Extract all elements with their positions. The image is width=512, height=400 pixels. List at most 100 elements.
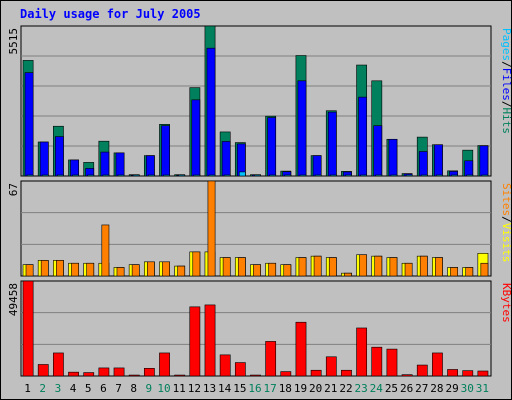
bar-kbytes-day-15 [234,362,246,377]
y-max-label-hits: 5515 [7,28,20,55]
panel-frame-visits [20,180,492,277]
legend-entry-sites: Sites [500,183,512,216]
bar-sites-day-25 [389,257,398,277]
bar-sites-day-1 [25,264,34,277]
bar-sites-day-19 [298,257,307,277]
bar-files-day-19 [297,80,307,177]
x-tick-label-day-17: 17 [264,382,277,395]
x-tick-label-day-26: 26 [400,382,413,395]
bar-kbytes-day-21 [325,356,337,377]
bar-pages-day-4 [72,174,79,177]
bar-sites-day-12 [192,251,201,277]
bar-kbytes-day-9 [143,368,155,377]
bar-kbytes-day-30 [462,370,474,377]
x-tick-label-day-25: 25 [385,382,398,395]
legend-visits: Sites/Visits [500,183,512,263]
bar-sites-day-14 [222,257,231,277]
legend-separator: / [500,216,512,223]
x-tick-label-day-28: 28 [430,382,443,395]
bar-sites-day-3 [56,260,64,277]
x-tick-label-day-5: 5 [85,382,92,395]
bar-kbytes-day-13 [204,304,216,377]
bar-kbytes-day-16 [250,374,261,377]
bar-pages-day-6 [102,174,110,177]
bar-files-day-17 [267,117,277,177]
legend-entry-pages: Pages [500,28,512,61]
bar-kbytes-day-7 [113,367,125,377]
bar-kbytes-day-18 [280,371,292,377]
bar-pages-day-14 [223,174,231,177]
bar-kbytes-day-23 [356,327,368,377]
bar-kbytes-day-28 [432,352,443,377]
legend-separator: / [500,101,512,108]
bar-files-day-14 [221,141,231,177]
bar-pages-day-15 [238,171,246,177]
legend-entry-kbytes: KBytes [500,283,512,323]
bar-files-day-7 [115,152,125,177]
bar-sites-day-29 [450,267,458,277]
bar-files-day-3 [55,136,64,177]
bar-files-day-12 [191,99,201,177]
bar-sites-day-21 [328,257,337,277]
x-tick-label-day-6: 6 [100,382,107,395]
bar-files-day-9 [145,155,155,177]
bar-pages-day-24 [375,174,383,177]
bar-pages-day-12 [193,174,201,177]
bar-sites-day-4 [71,262,79,277]
bar-pages-day-27 [420,174,428,177]
bar-sites-day-24 [374,255,383,277]
x-tick-label-day-15: 15 [233,382,246,395]
bar-files-day-20 [312,155,322,177]
bar-pages-day-2 [41,174,49,177]
bar-sites-day-18 [283,264,292,277]
bar-files-day-4 [70,159,79,177]
bar-sites-day-13 [207,180,216,277]
bar-pages-day-10 [163,174,170,177]
bar-sites-day-30 [465,267,474,277]
bar-pages-day-25 [390,174,398,177]
bar-sites-day-23 [359,254,368,277]
bar-pages-day-11 [178,174,186,177]
panel-frame-kbytes [20,280,492,377]
bar-kbytes-day-2 [37,364,49,377]
bar-sites-day-9 [146,261,155,277]
bar-pages-day-31 [481,174,489,177]
x-tick-label-day-7: 7 [115,382,122,395]
bar-files-day-10 [161,125,170,177]
panel-kbytes: 49458 KBytes [7,280,512,377]
bar-kbytes-day-3 [53,352,64,377]
bar-kbytes-day-24 [371,346,383,377]
x-tick-label-day-16: 16 [248,382,261,395]
bar-sites-day-26 [404,262,413,277]
bar-pages-day-8 [132,174,140,177]
bar-files-day-23 [358,96,368,177]
x-tick-label-day-23: 23 [355,382,368,395]
bar-sites-day-11 [177,265,186,277]
bar-pages-day-7 [117,174,125,177]
x-tick-label-day-24: 24 [370,382,384,395]
bar-files-day-27 [418,151,428,177]
x-tick-label-day-1: 1 [24,382,31,395]
bar-pages-day-30 [466,174,474,177]
bar-sites-day-10 [162,261,170,277]
bar-sites-day-6 [101,224,110,277]
bar-sites-day-5 [86,262,95,277]
legend-separator: / [500,61,512,68]
panel-visits: 67 Sites/Visits [7,180,512,277]
bar-kbytes-day-14 [219,354,231,377]
bar-sites-day-17 [268,262,277,277]
bar-kbytes-day-5 [83,372,95,377]
bar-pages-day-28 [436,174,443,177]
x-tick-label-day-9: 9 [146,382,153,395]
bar-sites-day-7 [116,267,125,277]
bar-files-day-1 [24,72,34,177]
y-max-label-kbytes: 49458 [7,283,20,316]
x-tick-label-day-3: 3 [55,382,62,395]
chart-title: Daily usage for July 2005 [20,7,201,21]
bar-files-day-15 [236,143,246,177]
bar-files-day-25 [388,138,398,177]
x-tick-label-day-14: 14 [218,382,232,395]
